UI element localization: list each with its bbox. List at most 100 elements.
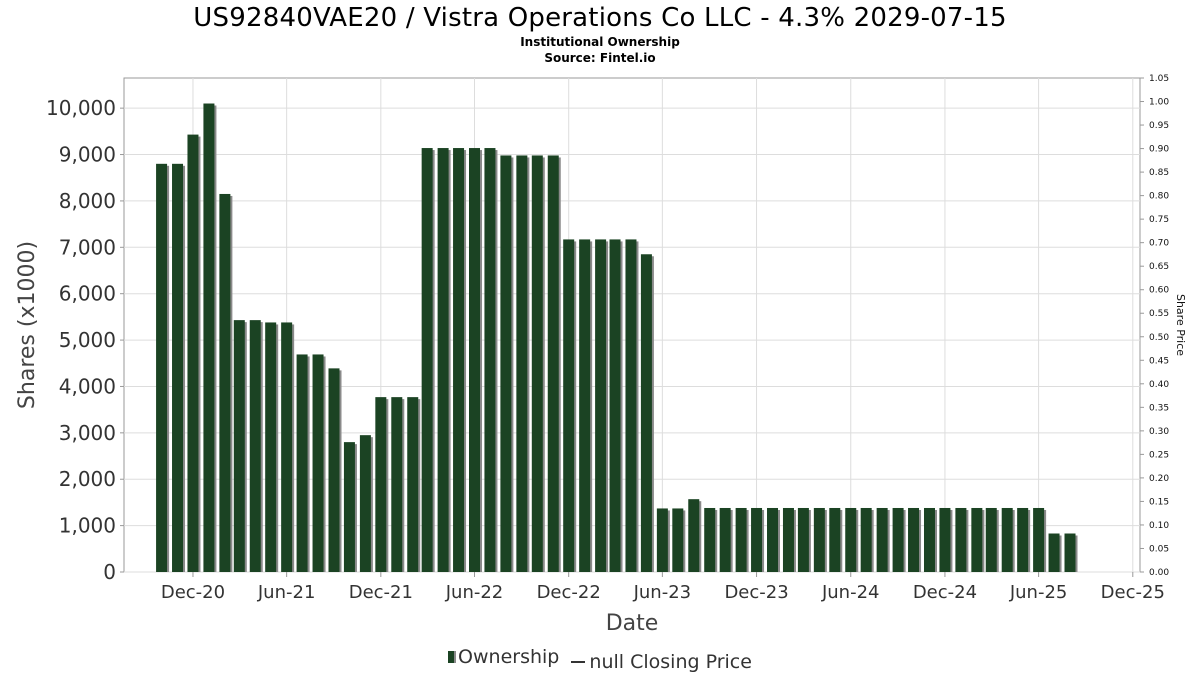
y-right-tick-label: 0.25 bbox=[1149, 450, 1169, 460]
ownership-bar bbox=[767, 507, 779, 572]
title-block: US92840VAE20 / Vistra Operations Co LLC … bbox=[0, 2, 1200, 66]
ownership-bar bbox=[1064, 533, 1076, 572]
y-right-tick-label: 0.10 bbox=[1149, 521, 1169, 531]
ownership-bar bbox=[735, 507, 747, 572]
ownership-bar bbox=[688, 499, 700, 572]
ownership-bar bbox=[955, 507, 967, 572]
ownership-bar bbox=[421, 148, 433, 572]
y-right-tick-label: 0.75 bbox=[1149, 215, 1169, 225]
ownership-bar bbox=[249, 320, 261, 572]
ownership-bar bbox=[892, 507, 904, 572]
ownership-bar bbox=[453, 148, 465, 572]
ownership-bar bbox=[985, 507, 997, 572]
x-tick-label: Jun-21 bbox=[257, 582, 316, 603]
ownership-bar bbox=[829, 507, 841, 572]
y-right-tick-label: 0.85 bbox=[1149, 168, 1169, 178]
y-axis-right: 0.00 0.05 0.10 0.15 0.20 0.25 0.30 0.35 0.40 0.45… bbox=[1140, 74, 1169, 578]
ownership-bar bbox=[1001, 507, 1013, 572]
legend-item-ownership: Ownership bbox=[448, 646, 559, 668]
ownership-bar bbox=[609, 239, 621, 572]
ownership-bar bbox=[563, 239, 575, 572]
x-tick-label: Dec-25 bbox=[1101, 582, 1165, 603]
chart-source: Source: Fintel.io bbox=[544, 51, 656, 65]
ownership-bar bbox=[328, 368, 340, 572]
ownership-bar bbox=[312, 354, 324, 572]
ownership-bar bbox=[265, 322, 277, 572]
y-tick-label: 10,000 bbox=[46, 96, 116, 120]
y-right-tick-label: 0.05 bbox=[1149, 544, 1169, 554]
ownership-bar bbox=[939, 507, 951, 572]
x-axis: Dec-20 Jun-21 Dec-21 Jun-22 Dec-22 Jun-23 Dec-… bbox=[161, 572, 1165, 603]
x-tick-label: Jun-22 bbox=[445, 582, 504, 603]
x-axis-label: Date bbox=[606, 611, 659, 636]
chart-title: US92840VAE20 / Vistra Operations Co LLC … bbox=[193, 3, 1007, 33]
ownership-bar bbox=[203, 103, 215, 573]
ownership-bar bbox=[407, 397, 419, 572]
legend-label-price: null Closing Price bbox=[589, 651, 752, 673]
ownership-bar bbox=[500, 155, 512, 573]
ownership-bar bbox=[923, 507, 935, 572]
x-tick-label: Dec-21 bbox=[349, 582, 413, 603]
legend-label-ownership: Ownership bbox=[458, 646, 560, 668]
ownership-bar bbox=[172, 163, 184, 573]
ownership-bar bbox=[437, 148, 449, 572]
chart-subtitle: Institutional Ownership bbox=[520, 35, 680, 49]
ownership-bar bbox=[1048, 533, 1060, 572]
ownership-bar bbox=[296, 354, 308, 572]
ownership-bar bbox=[876, 507, 888, 572]
y-tick-label: 4,000 bbox=[59, 374, 116, 398]
ownership-bar bbox=[625, 239, 637, 572]
y-right-tick-label: 0.90 bbox=[1149, 145, 1169, 155]
ownership-bar bbox=[359, 435, 371, 572]
x-tick-label: Jun-23 bbox=[633, 582, 692, 603]
ownership-bar bbox=[704, 507, 716, 572]
x-tick-label: Jun-24 bbox=[821, 582, 880, 603]
ownership-bar bbox=[1033, 507, 1045, 572]
ownership-bar bbox=[797, 507, 809, 572]
ownership-bar bbox=[531, 155, 543, 573]
ownership-bar bbox=[860, 507, 872, 572]
x-tick-label: Dec-22 bbox=[537, 582, 601, 603]
y-right-tick-label: 0.55 bbox=[1149, 309, 1169, 319]
y-right-tick-label: 0.45 bbox=[1149, 356, 1169, 366]
ownership-bar bbox=[751, 507, 763, 572]
y-axis-label: Shares (x1000) bbox=[15, 241, 40, 409]
ownership-bar bbox=[813, 507, 825, 572]
ownership-bar-swatch-icon bbox=[448, 651, 455, 663]
y-right-tick-label: 0.20 bbox=[1149, 474, 1169, 484]
ownership-bar bbox=[971, 507, 983, 572]
ownership-bar bbox=[1017, 507, 1029, 572]
y-right-tick-label: 0.80 bbox=[1149, 192, 1169, 202]
y-right-tick-label: 1.05 bbox=[1149, 74, 1169, 84]
ownership-bar bbox=[640, 254, 652, 572]
y-right-tick-label: 0.15 bbox=[1149, 497, 1169, 507]
x-tick-label: Dec-23 bbox=[724, 582, 788, 603]
x-tick-label: Dec-20 bbox=[161, 582, 225, 603]
price-line-swatch-icon bbox=[571, 661, 586, 663]
y-axis-left: 0 1,000 2,000 3,000 4,000 5,000 6,000 7,000 8,00… bbox=[46, 96, 124, 584]
ownership-bar bbox=[469, 148, 481, 572]
y-tick-label: 7,000 bbox=[59, 235, 116, 259]
y-tick-label: 5,000 bbox=[59, 328, 116, 352]
y-right-tick-label: 0.70 bbox=[1149, 239, 1169, 249]
ownership-bar bbox=[187, 134, 199, 573]
y-right-tick-label: 0.35 bbox=[1149, 403, 1169, 413]
ownership-bar bbox=[233, 320, 245, 572]
y-right-tick-label: 0.40 bbox=[1149, 380, 1169, 390]
y-right-tick-label: 0.50 bbox=[1149, 333, 1169, 343]
ownership-bar bbox=[391, 397, 403, 572]
x-tick-label: Dec-24 bbox=[913, 582, 977, 603]
ownership-bar bbox=[908, 507, 920, 572]
y-right-tick-label: 0.95 bbox=[1149, 121, 1169, 131]
ownership-bar bbox=[579, 239, 591, 572]
y-tick-label: 1,000 bbox=[59, 514, 116, 538]
ownership-bar bbox=[375, 397, 387, 572]
y-tick-label: 6,000 bbox=[59, 282, 116, 306]
y-right-tick-label: 0.00 bbox=[1149, 568, 1169, 578]
y-tick-label: 0 bbox=[103, 560, 116, 584]
ownership-bar bbox=[672, 508, 684, 572]
ownership-bar bbox=[484, 148, 496, 572]
ownership-bar bbox=[656, 508, 668, 572]
y-right-tick-label: 0.60 bbox=[1149, 286, 1169, 296]
